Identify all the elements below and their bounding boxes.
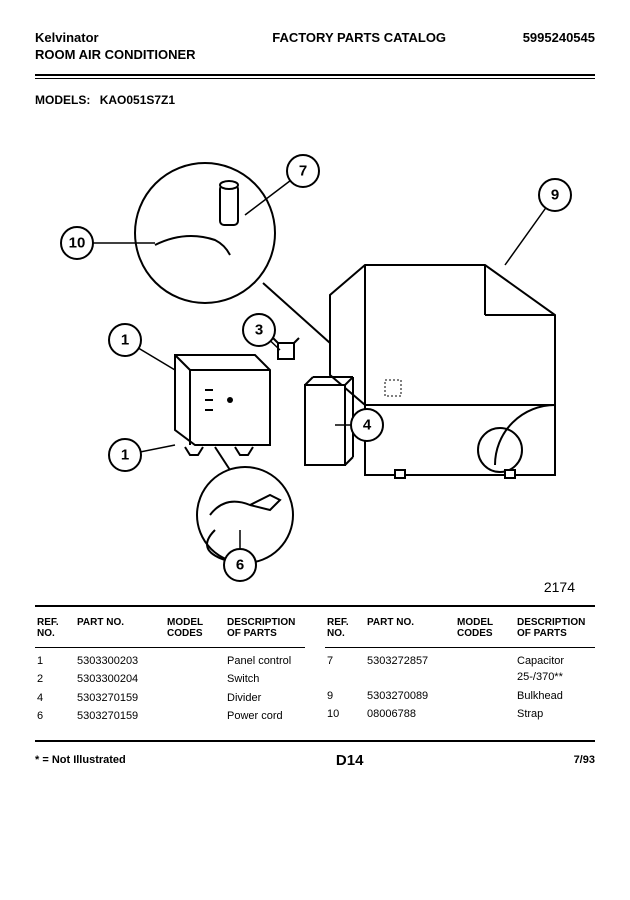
col-desc: DESCRIPTION OF PARTS: [515, 616, 595, 640]
table-cell-part: 08006788: [365, 705, 455, 724]
capacitor-shape: [220, 185, 238, 225]
callout-number: 1: [121, 331, 129, 348]
table-cell-ref: 1: [35, 652, 75, 671]
catalog-title: FACTORY PARTS CATALOG: [272, 30, 446, 45]
product-name: ROOM AIR CONDITIONER: [35, 47, 196, 64]
switch-shape: [273, 338, 299, 359]
parts-tables: REF. NO. PART NO. MODEL CODES DESCRIPTIO…: [35, 613, 595, 726]
footer-date: 7/93: [574, 754, 595, 766]
callout-number: 1: [121, 446, 129, 463]
col-codes: MODEL CODES: [165, 616, 225, 640]
table-cell-codes: [455, 652, 515, 687]
table-cell-codes: [165, 652, 225, 671]
bulkhead-housing: [330, 265, 555, 478]
table-row: 95303270089 Bulkhead: [325, 687, 595, 706]
table-cell-desc: Bulkhead: [515, 687, 595, 706]
table-cell-ref: 7: [325, 652, 365, 687]
table-cell-desc: Divider: [225, 689, 305, 708]
models-value: KAO051S7Z1: [100, 93, 175, 107]
table-body-right: 75303272857Capacitor 25-/370**9530327008…: [325, 652, 595, 724]
table-row: 65303270159 Power cord: [35, 707, 305, 726]
table-row: 25303300204 Switch: [35, 670, 305, 689]
catalog-number: 5995240545: [523, 30, 595, 45]
table-cell-codes: [455, 705, 515, 724]
table-cell-ref: 2: [35, 670, 75, 689]
callout-number: 3: [255, 321, 263, 338]
page-header: Kelvinator ROOM AIR CONDITIONER FACTORY …: [35, 30, 595, 64]
table-cell-codes: [165, 689, 225, 708]
table-cell-codes: [165, 707, 225, 726]
table-cell-codes: [455, 687, 515, 706]
table-header-row: REF. NO. PART NO. MODEL CODES DESCRIPTIO…: [325, 613, 595, 643]
page-footer: * = Not Illustrated D14 7/93: [35, 752, 595, 769]
capacitor-top: [220, 181, 238, 189]
power-cord-shape: [207, 530, 225, 560]
table-cell-desc: Panel control: [225, 652, 305, 671]
col-part: PART NO.: [365, 616, 455, 640]
table-row: 1008006788 Strap: [325, 705, 595, 724]
table-cell-part: 5303270089: [365, 687, 455, 706]
parts-table-right: REF. NO. PART NO. MODEL CODES DESCRIPTIO…: [325, 613, 595, 726]
detail-pointer-bottom: [215, 447, 230, 470]
exploded-diagram: 7 10 9 1 3 1 4 6 2174: [35, 115, 595, 595]
table-cell-part: 5303300203: [75, 652, 165, 671]
table-body-left: 15303300203 Panel control 25303300204 Switc…: [35, 652, 305, 726]
callout-number: 7: [299, 162, 307, 179]
table-cell-part: 5303270159: [75, 689, 165, 708]
table-cell-desc: Strap: [515, 705, 595, 724]
strap-shape: [155, 236, 230, 255]
diagram-svg: 7 10 9 1 3 1 4 6: [35, 115, 595, 595]
models-line: MODELS: KAO051S7Z1: [35, 93, 595, 107]
table-head-rule: [325, 647, 595, 648]
table-row: 75303272857 Capacitor 25-/370**: [325, 652, 595, 687]
callout-number: 10: [69, 234, 86, 251]
col-ref: REF. NO.: [325, 616, 365, 640]
col-codes: MODEL CODES: [455, 616, 515, 640]
table-cell-ref: 9: [325, 687, 365, 706]
col-desc: DESCRIPTION OF PARTS: [225, 616, 305, 640]
brand-name: Kelvinator: [35, 30, 196, 47]
table-cell-ref: 10: [325, 705, 365, 724]
table-bottom-rule: [35, 740, 595, 742]
table-cell-ref: 6: [35, 707, 75, 726]
table-row: 15303300203 Panel control: [35, 652, 305, 671]
table-cell-codes: [165, 670, 225, 689]
table-cell-part: 5303300204: [75, 670, 165, 689]
table-cell-part: 5303270159: [75, 707, 165, 726]
table-cell-ref: 4: [35, 689, 75, 708]
footnote: * = Not Illustrated: [35, 754, 126, 766]
header-rule: [35, 74, 595, 79]
cord-bracket-shape: [210, 495, 280, 515]
table-cell-desc: Switch: [225, 670, 305, 689]
parts-table-left: REF. NO. PART NO. MODEL CODES DESCRIPTIO…: [35, 613, 305, 726]
table-cell-desc: Capacitor 25-/370**: [515, 652, 595, 687]
table-header-row: REF. NO. PART NO. MODEL CODES DESCRIPTIO…: [35, 613, 305, 643]
table-cell-part: 5303272857: [365, 652, 455, 687]
col-ref: REF. NO.: [35, 616, 75, 640]
diagram-number: 2174: [544, 579, 575, 595]
header-left: Kelvinator ROOM AIR CONDITIONER: [35, 30, 196, 64]
detail-circle-bottom: [197, 467, 293, 563]
table-head-rule: [35, 647, 305, 648]
detail-circle-top: [135, 163, 275, 303]
col-part: PART NO.: [75, 616, 165, 640]
table-cell-desc: Power cord: [225, 707, 305, 726]
table-top-rule: [35, 605, 595, 607]
table-row: 45303270159 Divider: [35, 689, 305, 708]
page-number: D14: [336, 752, 364, 769]
models-label: MODELS:: [35, 93, 90, 107]
control-panel-box: [175, 355, 270, 455]
callout-number: 4: [363, 416, 372, 433]
divider-panel: [305, 377, 353, 465]
callout-number: 6: [236, 556, 244, 573]
callout-number: 9: [551, 186, 559, 203]
